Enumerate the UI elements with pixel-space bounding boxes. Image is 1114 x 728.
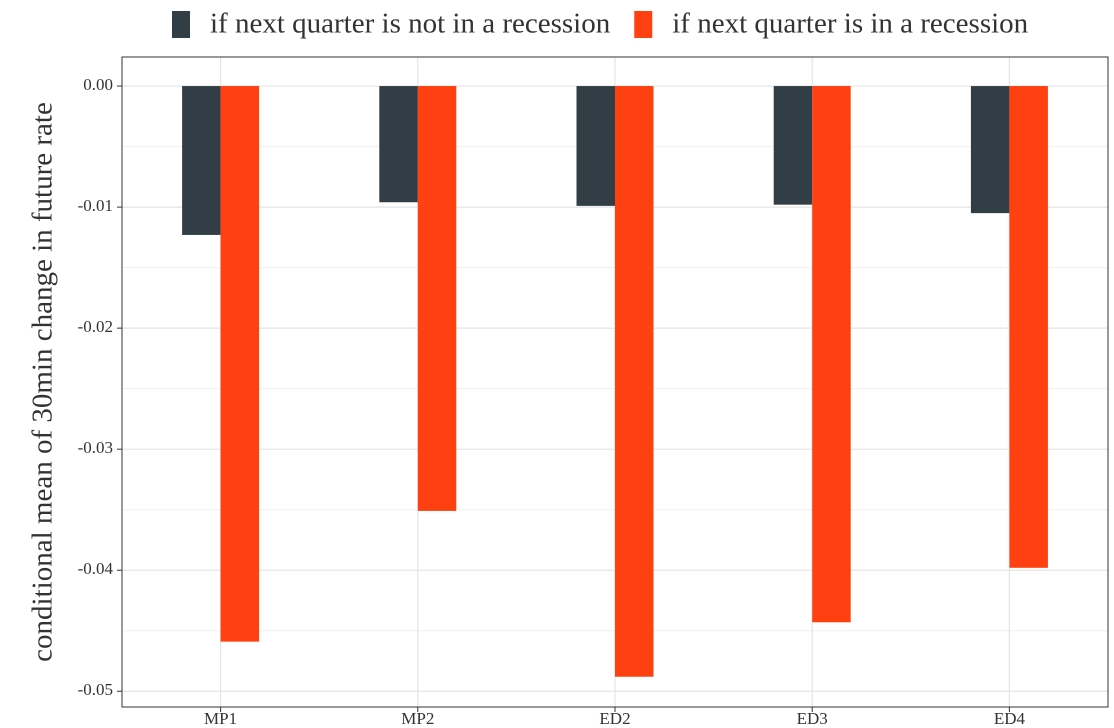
legend-swatch [634, 11, 653, 38]
bar [812, 86, 851, 623]
bar [417, 86, 457, 511]
x-tick-label: MP2 [401, 709, 434, 728]
y-tick-label: -0.04 [78, 559, 114, 578]
x-tick-label: ED2 [599, 709, 630, 728]
bar [615, 86, 654, 677]
legend-swatch [172, 11, 190, 38]
y-axis-label: conditional mean of 30min change in futu… [27, 102, 59, 662]
bar [220, 86, 260, 642]
bar [970, 86, 1010, 214]
bar [182, 86, 221, 235]
y-tick-label: 0.00 [83, 75, 113, 94]
panel-border [121, 56, 1109, 708]
y-tick-label: -0.02 [78, 317, 113, 336]
legend-label: if next quarter is in a recession [672, 8, 1028, 40]
bar [1009, 86, 1048, 568]
bar [379, 86, 418, 203]
x-tick-label: ED4 [994, 709, 1026, 728]
y-tick-label: -0.03 [78, 438, 113, 457]
legend-label: if next quarter is not in a recession [210, 8, 611, 40]
x-tick-label: ED3 [797, 709, 828, 728]
bar [773, 86, 813, 205]
y-tick-label: -0.05 [78, 680, 113, 699]
x-tick-label: MP1 [204, 709, 237, 728]
bar [576, 86, 615, 206]
y-tick-label: -0.01 [78, 196, 113, 215]
